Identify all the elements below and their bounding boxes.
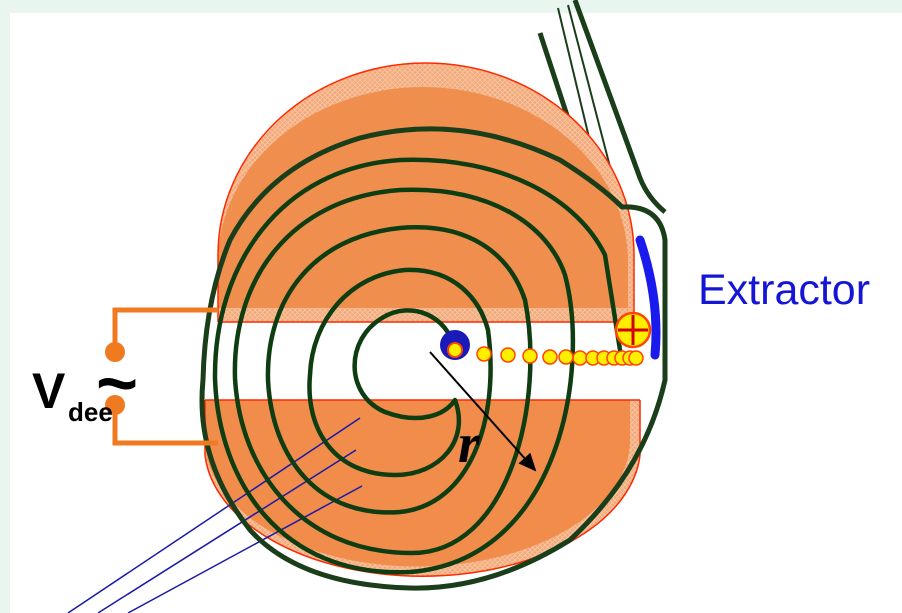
upper-dee (217, 62, 635, 323)
particle-orbit (212, 157, 623, 575)
particle-icon (500, 347, 516, 363)
rf-circuit (105, 307, 218, 446)
ac-symbol: ~ (96, 344, 139, 424)
vacuum-chamber (199, 126, 668, 591)
ion-source-icon (440, 330, 470, 360)
particle-icon (476, 346, 492, 362)
radius-label: r (458, 413, 480, 475)
radius-arrow (429, 351, 537, 472)
particle-icon (522, 348, 538, 364)
voltage-symbol: V (32, 363, 66, 419)
particle-icon (628, 350, 644, 366)
beam-lines (67, 417, 363, 613)
positive-particle-icon (614, 311, 652, 349)
particle-icon (542, 349, 558, 365)
particle-track (476, 346, 644, 366)
particle-icon (572, 350, 588, 366)
terminal-lower (105, 395, 125, 415)
voltage-subscript: dee (68, 397, 113, 427)
particle-icon (558, 349, 574, 365)
extractor-plate (635, 235, 661, 360)
extractor-label: Extractor (698, 266, 871, 314)
terminal-upper (105, 342, 125, 362)
